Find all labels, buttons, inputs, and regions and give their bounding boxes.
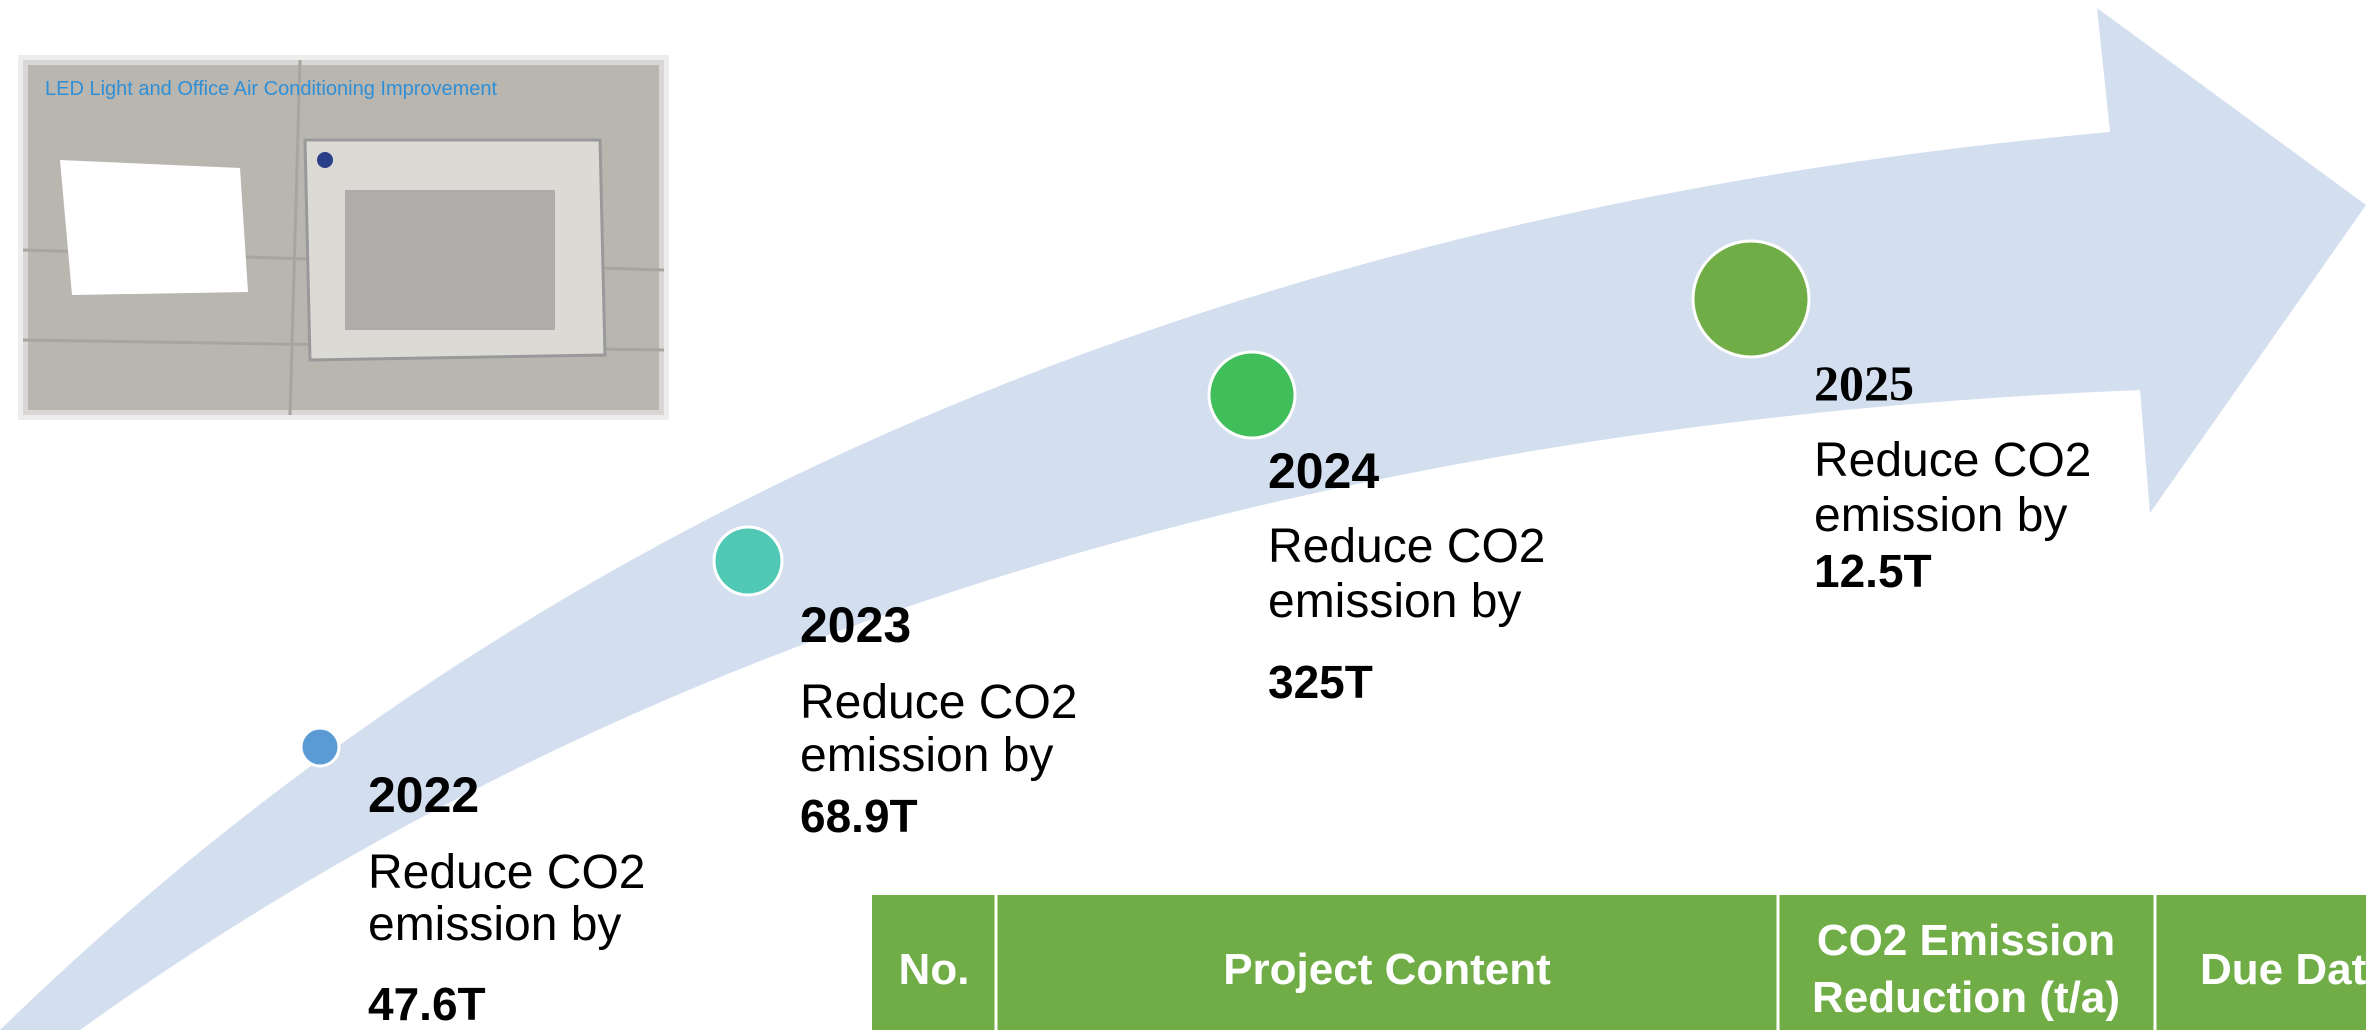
amount: 47.6T [368,978,486,1030]
table-header-cell: No. [899,945,970,994]
milestone-dot [301,728,339,766]
photo-caption: LED Light and Office Air Conditioning Im… [45,78,498,100]
milestone-dot [1209,352,1295,438]
table-header-cell: Due Date [2200,945,2366,994]
table-header-cell: CO2 Emission [1817,916,2115,965]
milestone-text: emission by [1268,575,1521,628]
milestone-dot [1693,241,1809,357]
milestone-text: emission by [1814,489,2067,542]
table-header: No. Project Content CO2 Emission Reducti… [872,895,2366,1030]
amount: 12.5T [1814,545,1932,597]
year: 2025 [1814,355,1914,411]
year: 2022 [368,767,479,823]
milestone-text: emission by [368,898,621,951]
year: 2023 [800,597,911,653]
photo: LED Light and Office Air Conditioning Im… [23,60,664,415]
year: 2024 [1268,443,1379,499]
amount: 68.9T [800,790,918,842]
slide: LED Light and Office Air Conditioning Im… [0,0,2366,1030]
milestone-text: Reduce CO2 [1814,434,2091,487]
amount: 325T [1268,656,1373,708]
milestone-text: Reduce CO2 [800,676,1077,729]
milestone-text: emission by [800,729,1053,782]
milestone-dot [714,527,782,595]
table-header-cell: Project Content [1223,945,1551,994]
table-header-cell: Reduction (t/a) [1812,973,2120,1022]
milestone-text: Reduce CO2 [368,846,645,899]
milestone-text: Reduce CO2 [1268,520,1545,573]
page: {"photo": {"caption": "LED Light and Off… [0,0,2366,1030]
